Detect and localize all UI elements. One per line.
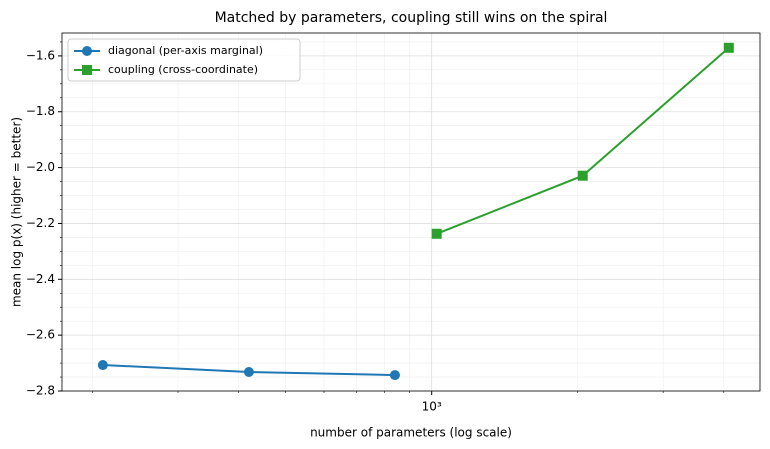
data-point <box>431 228 442 239</box>
legend-label: coupling (cross-coordinate) <box>108 63 258 76</box>
legend: diagonal (per-axis marginal) coupling (cr… <box>67 38 301 82</box>
y-tick-label: −2.2 <box>26 216 55 230</box>
data-point <box>389 370 400 381</box>
chart-title: Matched by parameters, coupling still wi… <box>215 10 608 26</box>
series-line <box>436 47 730 235</box>
plot-frame <box>61 32 761 392</box>
legend-box <box>67 38 301 82</box>
y-axis-label: mean log p(x) (higher = better) <box>10 117 24 307</box>
legend-marker <box>82 65 92 75</box>
data-point <box>723 42 734 53</box>
y-tick-label: −2.6 <box>26 328 55 342</box>
y-tick-label: −2.8 <box>26 384 55 398</box>
y-tick-label: −2.0 <box>26 160 55 174</box>
y-tick-label: −1.8 <box>26 104 55 118</box>
legend-label: diagonal (per-axis marginal) <box>108 44 263 57</box>
legend-marker <box>82 46 92 56</box>
y-tick-label: −2.4 <box>26 272 55 286</box>
x-tick-label: 10³ <box>422 400 442 414</box>
x-axis-label: number of parameters (log scale) <box>310 426 512 440</box>
data-point <box>97 360 108 371</box>
data-point <box>577 170 588 181</box>
y-tick-label: −1.6 <box>26 48 55 62</box>
data-point <box>243 367 254 378</box>
